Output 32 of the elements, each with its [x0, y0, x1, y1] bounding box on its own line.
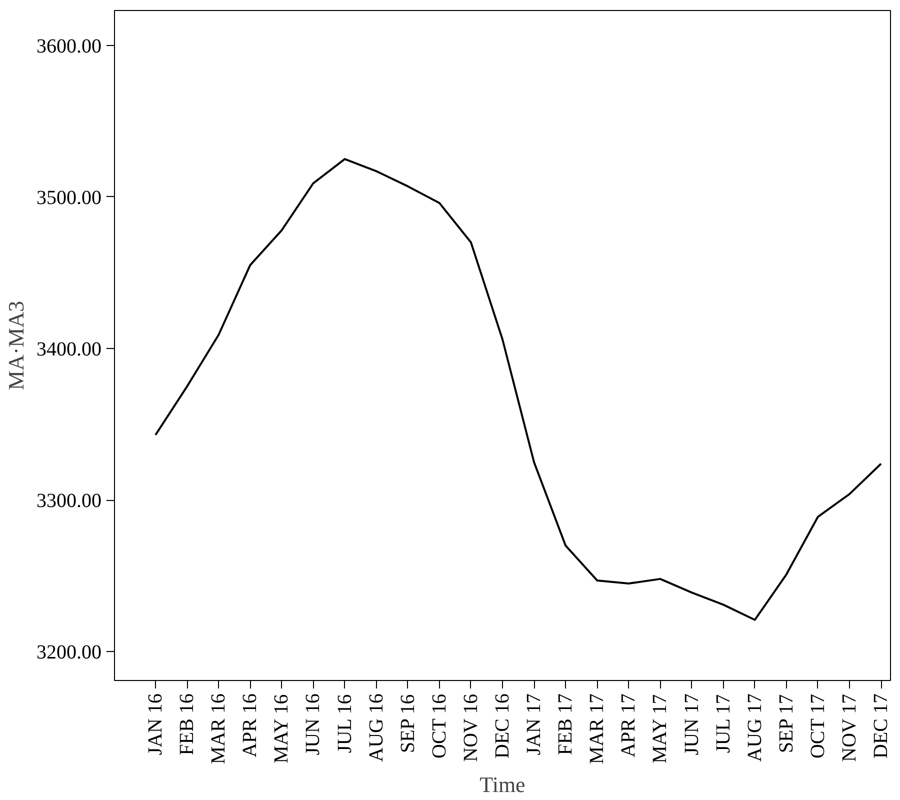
x-tick-label: JUN 16 [302, 694, 324, 756]
x-tick-label: JAN 17 [523, 694, 546, 756]
x-tick-label: JAN 16 [144, 694, 167, 756]
x-tick-label: DEC 17 [870, 694, 892, 758]
x-tick-label: JUN 17 [680, 694, 703, 756]
x-axis-title: Time [480, 772, 526, 798]
x-tick-label: NOV 16 [460, 694, 482, 762]
x-tick-label: MAY 17 [649, 694, 672, 764]
y-tick-label: 3500.00 [36, 186, 102, 209]
y-tick-label: 3600.00 [36, 35, 102, 58]
x-tick-label: AUG 16 [365, 693, 388, 762]
y-tick-label: 3400.00 [36, 338, 102, 361]
x-tick-label: OCT 17 [806, 694, 829, 758]
x-tick-label: FEB 17 [554, 693, 577, 756]
line-series [154, 158, 882, 621]
x-tick-label: JUL 16 [334, 694, 356, 753]
x-tick-label: DEC 16 [492, 694, 514, 758]
x-tick-label: SEP 17 [775, 694, 798, 753]
x-tick-label: APR 16 [239, 694, 262, 758]
x-tick-label: SEP 16 [396, 694, 419, 753]
x-tick-label: NOV 17 [838, 694, 860, 762]
x-tick-label: AUG 17 [744, 693, 766, 762]
y-tick-label: 3200.00 [36, 642, 102, 664]
x-tick-label: FEB 16 [176, 693, 198, 756]
x-tick-label: MAY 16 [270, 694, 293, 764]
x-tick-label: OCT 16 [428, 694, 450, 758]
x-tick-label: JUL 17 [712, 694, 734, 753]
x-tick-label: APR 17 [618, 694, 640, 758]
x-tick-label: MAR 17 [586, 693, 608, 764]
y-tick-label: 3300.00 [36, 490, 102, 512]
y-axis-title: MA·MA3 [4, 300, 28, 390]
x-tick-label: MAR 16 [208, 693, 230, 764]
